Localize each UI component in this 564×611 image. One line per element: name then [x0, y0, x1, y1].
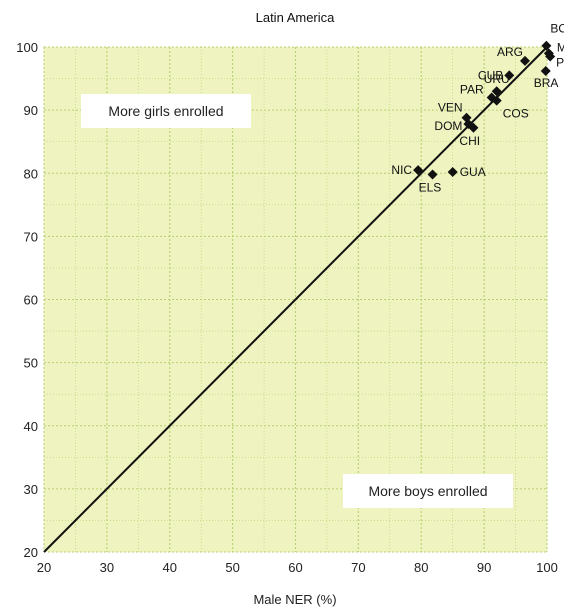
region-labels: More girls enrolled More boys enrolled [81, 94, 513, 508]
data-point-cos [491, 95, 502, 106]
region-label: More girls enrolled [108, 103, 223, 119]
chart-title: Latin America [256, 10, 336, 25]
y-tick-label: 50 [24, 356, 38, 371]
point-label-gua: GUA [460, 165, 486, 179]
x-tick-label: 80 [414, 560, 428, 575]
x-tick-label: 90 [477, 560, 491, 575]
data-point-bra [540, 65, 551, 76]
point-label-per: PER [556, 55, 564, 69]
diagonal-parity-line [43, 46, 548, 553]
y-tick-label: 70 [24, 229, 38, 244]
data-point-nic [413, 165, 424, 176]
point-label-mex: MEX [557, 40, 564, 54]
data-point-arg [519, 55, 530, 66]
x-tick-label: 100 [536, 560, 558, 575]
region-label-box [343, 474, 513, 508]
data-point-cub [504, 70, 515, 81]
x-tick-label: 60 [288, 560, 302, 575]
y-tick-label: 60 [24, 293, 38, 308]
region-label-box [81, 94, 251, 128]
point-label-cos: COS [503, 107, 529, 121]
y-tick-label: 80 [24, 166, 38, 181]
point-label-cub: CUB [478, 68, 503, 82]
x-tick-label: 20 [37, 560, 51, 575]
point-label-ven: VEN [438, 101, 463, 115]
x-axis-label: Male NER (%) [253, 592, 336, 607]
data-point-chi [468, 122, 479, 133]
point-label-arg: ARG [497, 45, 523, 59]
data-point-uru [491, 86, 502, 97]
region-label: More boys enrolled [368, 483, 487, 499]
point-label-chi: CHI [459, 134, 480, 148]
y-tick-label: 90 [24, 103, 38, 118]
data-point-per [545, 51, 556, 62]
point-label-bra: BRA [534, 76, 559, 90]
y-tick-label: 20 [24, 545, 38, 560]
point-label-nic: NIC [391, 163, 412, 177]
point-label-uru: URU [484, 72, 510, 86]
tick-labels: 20 30 40 50 60 70 80 90 100 20 30 40 50 60 70 80 90 100 [16, 40, 558, 575]
data-point-bol [541, 40, 552, 51]
point-label-dom: DOM [434, 119, 462, 133]
y-tick-label: 100 [16, 40, 38, 55]
point-label-bol: BOL [550, 22, 564, 36]
data-point-els [427, 169, 438, 180]
y-tick-label: 40 [24, 419, 38, 434]
point-label-par: PAR [460, 83, 484, 97]
x-tick-label: 50 [225, 560, 239, 575]
x-tick-label: 30 [100, 560, 114, 575]
data-point-gua [447, 166, 458, 177]
point-label-els: ELS [419, 181, 442, 195]
x-tick-label: 70 [351, 560, 365, 575]
x-tick-label: 40 [163, 560, 177, 575]
gridlines [43, 46, 548, 553]
y-tick-label: 30 [24, 482, 38, 497]
